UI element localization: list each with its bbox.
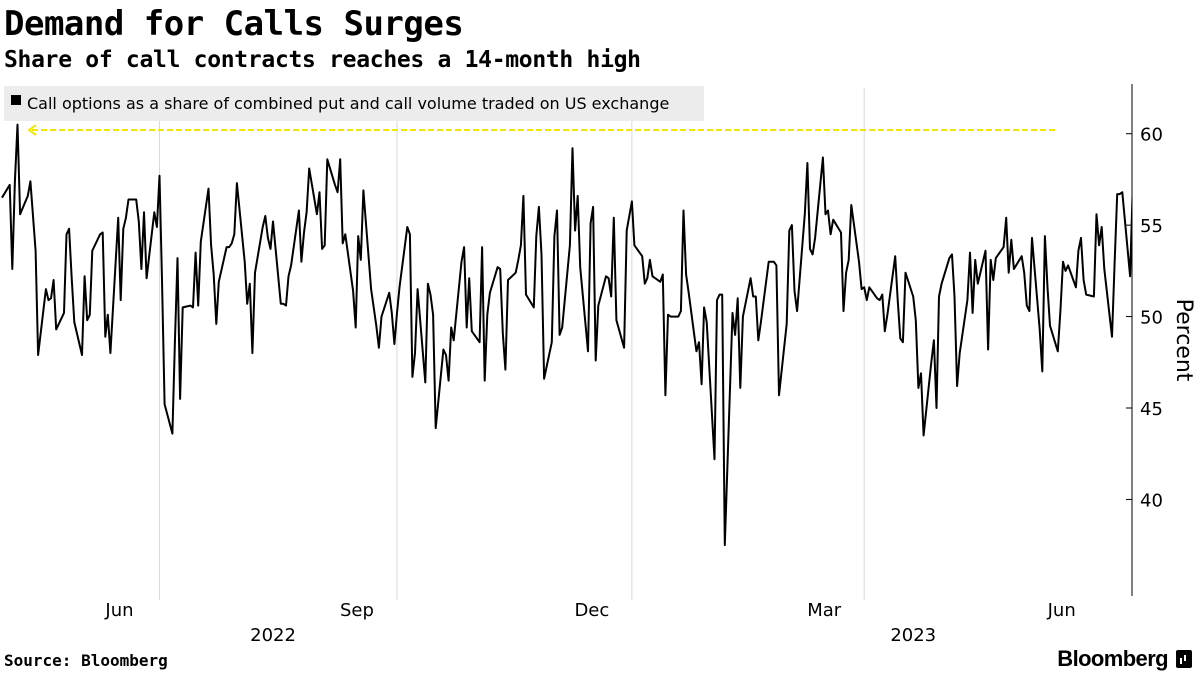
x-tick-label: Mar [807, 600, 842, 621]
brand-name: Bloomberg [1057, 646, 1168, 671]
reference-line-high [27, 124, 1058, 136]
chart-subtitle: Share of call contracts reaches a 14-mon… [4, 47, 641, 73]
series-line [1, 123, 1132, 547]
y-tick-label: 40 [1140, 490, 1163, 511]
x-year-label: 2022 [250, 625, 296, 646]
legend: Call options as a share of combined put … [4, 86, 704, 121]
y-tick-label: 50 [1140, 308, 1163, 329]
x-tick-label: Jun [1047, 600, 1076, 621]
series-line-layer [1, 123, 1132, 547]
legend-label: Call options as a share of combined put … [27, 94, 669, 113]
bar-chart-icon [1176, 650, 1192, 668]
x-tick-label: Dec [574, 600, 609, 621]
brand-logo: Bloomberg [1057, 646, 1192, 672]
x-tick-label: Sep [340, 600, 374, 621]
y-tick-label: 45 [1140, 399, 1163, 420]
chart-title: Demand for Calls Surges [4, 4, 464, 44]
legend-background [4, 86, 704, 121]
y-axis-title: Percent [1171, 299, 1196, 382]
left-arrow-icon [27, 124, 37, 136]
legend-swatch [11, 95, 21, 105]
y-axis: 40 45 50 55 60 [1126, 84, 1163, 596]
vertical-gridlines [158, 88, 865, 600]
x-year-label: 2023 [890, 625, 936, 646]
x-axis-labels: Jun Sep Dec Mar Jun 2022 2023 [104, 600, 1075, 646]
source-note: Source: Bloomberg [4, 651, 168, 670]
y-tick-label: 55 [1140, 216, 1163, 237]
y-tick-label: 60 [1140, 125, 1163, 146]
x-tick-label: Jun [104, 600, 133, 621]
